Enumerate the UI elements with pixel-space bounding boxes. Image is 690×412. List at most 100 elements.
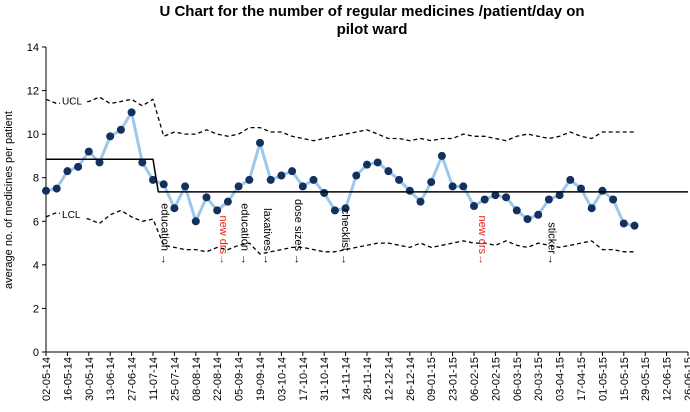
y-tick-label: 10 — [27, 129, 39, 141]
axes — [45, 47, 688, 353]
x-tick-label: 03-04-15 — [555, 357, 567, 401]
x-tick-label: 17-04-15 — [576, 357, 588, 401]
data-point — [84, 147, 93, 156]
data-point — [491, 191, 500, 200]
data-point — [106, 132, 115, 141]
annotation-label: new drs→ — [476, 215, 488, 265]
x-tick-label: 25-07-14 — [169, 357, 181, 401]
data-point — [363, 160, 371, 169]
y-tick-label: 6 — [33, 216, 39, 228]
x-tick-label: 06-03-15 — [512, 357, 524, 401]
data-point — [320, 188, 329, 197]
data-point — [566, 175, 575, 184]
data-point — [181, 182, 190, 191]
x-tick-label: 06-02-15 — [469, 357, 481, 401]
data-point — [245, 175, 254, 184]
data-point — [352, 171, 361, 180]
data-point — [502, 193, 511, 202]
y-tick-label: 14 — [27, 42, 39, 54]
data-point — [52, 184, 61, 193]
intervention-annotations: education → new drs→ education → laxatives … — [158, 199, 557, 265]
data-point — [63, 167, 72, 176]
x-tick-label: 15-05-15 — [619, 357, 631, 401]
data-point — [459, 182, 468, 191]
annotation-label: education → — [239, 203, 251, 265]
data-point — [577, 184, 585, 193]
x-tick-label: 14-11-14 — [341, 357, 353, 400]
data-point — [213, 206, 222, 215]
data-point — [587, 204, 596, 213]
data-point — [95, 158, 104, 167]
x-ticks: 02-05-14 16-05-14 30-05-14 13-06-14 27-06-14… — [41, 352, 690, 401]
data-point — [512, 206, 521, 215]
data-point — [138, 158, 147, 167]
data-point — [116, 125, 125, 134]
annotation-label: checklist → — [339, 209, 351, 265]
x-tick-label: 20-03-15 — [533, 357, 545, 401]
x-tick-label: 05-09-14 — [234, 357, 246, 401]
x-tick-label: 27-06-14 — [127, 357, 139, 401]
centre-line — [46, 158, 688, 193]
data-point — [416, 197, 425, 206]
limit-label: LCL — [62, 210, 81, 221]
data-point — [149, 175, 157, 184]
x-tick-label: 01-05-15 — [597, 357, 609, 401]
data-point — [330, 206, 339, 215]
data-point — [427, 178, 436, 187]
data-point — [159, 180, 168, 189]
data-point — [170, 204, 179, 213]
y-tick-label: 2 — [33, 303, 39, 315]
control-limit-labels: UCL LCL — [60, 93, 87, 221]
y-tick-label: 0 — [33, 347, 39, 359]
x-tick-label: 12-06-15 — [662, 357, 674, 401]
data-point — [405, 186, 414, 195]
annotation-label: laxatives → — [261, 208, 273, 265]
data-point — [598, 186, 607, 195]
chart-title-line-2: pilot ward — [337, 21, 408, 38]
data-point — [555, 191, 564, 200]
y-tick-label: 8 — [33, 173, 39, 185]
x-tick-label: 13-06-14 — [105, 357, 117, 401]
annotation-label: education → — [158, 203, 170, 265]
annotation-label: dose sizes → — [292, 199, 304, 265]
data-point — [373, 158, 382, 167]
data-point — [298, 182, 307, 191]
x-tick-label: 26-12-14 — [405, 357, 417, 401]
data-point — [544, 195, 553, 204]
data-point — [341, 204, 350, 213]
limit-label-bg — [60, 206, 87, 221]
data-point — [277, 171, 286, 180]
data-point — [630, 221, 639, 230]
data-point — [42, 186, 50, 195]
x-tick-label: 23-01-15 — [448, 357, 460, 401]
limit-label: UCL — [62, 96, 82, 107]
series-layer — [42, 96, 688, 255]
x-tick-label: 30-05-14 — [84, 357, 96, 401]
data-point — [534, 210, 543, 219]
y-tick-label: 12 — [27, 86, 39, 98]
x-tick-label: 19-09-14 — [255, 357, 267, 401]
data-point — [523, 215, 532, 224]
annotation-label: new drs→ — [217, 215, 229, 265]
x-tick-label: 16-05-14 — [62, 357, 74, 401]
x-tick-label: 17-10-14 — [298, 357, 310, 401]
data-point — [448, 182, 457, 191]
data-point — [395, 175, 404, 184]
y-ticks: 0 2 4 6 8 10 12 14 — [27, 42, 46, 359]
data-point — [266, 175, 275, 184]
data-point — [127, 108, 136, 117]
data-point — [256, 138, 264, 147]
data-point — [288, 167, 297, 176]
annotation-label: sticker→ — [546, 222, 558, 265]
data-point — [234, 182, 243, 191]
limit-label-bg — [60, 93, 87, 108]
x-tick-label: 29-05-15 — [640, 357, 652, 401]
x-tick-label: 09-01-15 — [426, 357, 438, 401]
data-point — [202, 193, 211, 202]
y-tick-label: 4 — [33, 260, 39, 272]
data-point — [619, 219, 628, 228]
y-axis-label: average no. of medicines per patient — [3, 111, 15, 289]
x-tick-label: 22-08-14 — [212, 357, 224, 401]
data-point — [191, 217, 200, 226]
